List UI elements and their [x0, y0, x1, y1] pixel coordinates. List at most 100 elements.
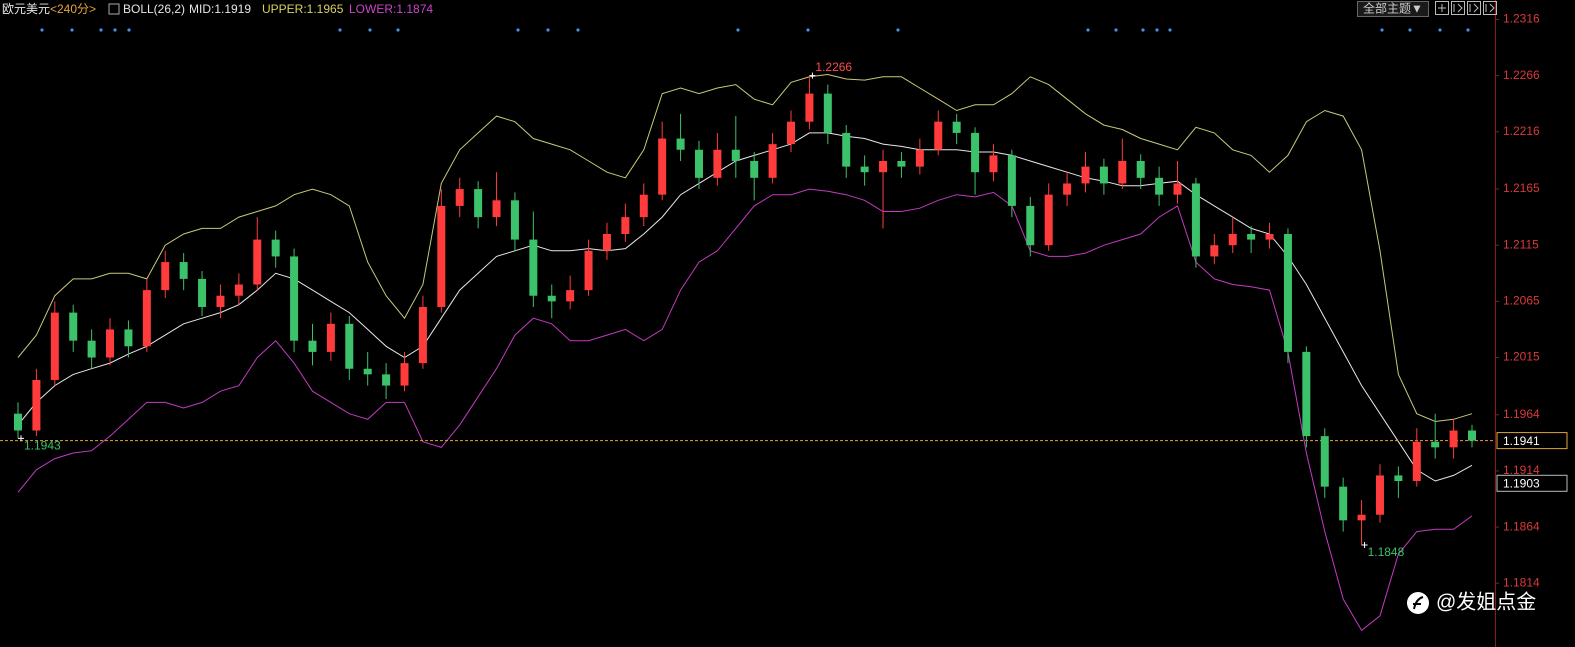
- candle-body: [842, 132, 851, 167]
- candle-body: [1155, 177, 1164, 195]
- candle-body: [271, 239, 280, 257]
- band-line: [17, 73, 1473, 423]
- candle-body: [658, 138, 667, 195]
- event-dot: [1466, 28, 1470, 32]
- candle-body: [1099, 166, 1108, 184]
- y-tick-label: 1.2065: [1503, 294, 1540, 308]
- candle-body: [805, 93, 814, 122]
- candle-body: [860, 166, 869, 173]
- toolbar-icon[interactable]: [1435, 1, 1449, 15]
- toolbar-icon[interactable]: [1451, 1, 1465, 15]
- candle-body: [676, 138, 685, 150]
- candle-body: [437, 205, 446, 307]
- upper-label: UPPER:1.1965: [262, 2, 344, 16]
- mid-label: MID:1.1919: [189, 2, 251, 16]
- marker-price-label: 1.1903: [1503, 476, 1540, 490]
- candle-body: [1191, 183, 1200, 257]
- candle-body: [1320, 436, 1329, 487]
- candle-body: [566, 290, 575, 302]
- instrument-title: 欧元美元: [2, 2, 50, 16]
- y-tick-label: 1.1964: [1503, 407, 1540, 421]
- event-dot: [113, 28, 117, 32]
- event-dot: [338, 28, 342, 32]
- candle-body: [363, 368, 372, 375]
- candle-body: [1228, 233, 1237, 246]
- event-dot: [1086, 28, 1090, 32]
- candle-body: [879, 160, 888, 173]
- candle-body: [1063, 183, 1072, 195]
- candle-body: [1468, 430, 1476, 441]
- candle-body: [1081, 166, 1090, 184]
- candle-body: [290, 256, 299, 341]
- event-dot: [546, 28, 550, 32]
- watermark: @发姐点金: [1436, 590, 1536, 613]
- candle-body: [1173, 183, 1182, 195]
- event-dot: [368, 28, 372, 32]
- candle-body: [1265, 233, 1274, 240]
- candle-body: [1339, 486, 1348, 521]
- event-dot: [516, 28, 520, 32]
- candle-body: [510, 200, 519, 240]
- candle-body: [142, 290, 151, 347]
- toolbar-icon[interactable]: [1483, 1, 1497, 15]
- candle-body: [50, 312, 59, 380]
- candle-body: [14, 413, 22, 431]
- candle-body: [787, 121, 796, 145]
- candle-body: [768, 144, 777, 178]
- candle-body: [418, 306, 427, 364]
- event-dot: [896, 28, 900, 32]
- event-dot: [1155, 28, 1159, 32]
- candle-body: [915, 149, 924, 167]
- toolbar-icon[interactable]: [1467, 1, 1481, 15]
- candle-body: [69, 312, 78, 341]
- candle-body: [326, 323, 335, 352]
- candle-body: [934, 121, 943, 150]
- candle-body: [234, 284, 243, 296]
- extreme-label: 1.2266: [815, 60, 852, 74]
- candle-body: [694, 149, 703, 178]
- candle-body: [400, 363, 409, 386]
- event-dot: [127, 28, 131, 32]
- candle-body: [179, 262, 188, 279]
- y-tick-label: 1.2266: [1503, 68, 1540, 82]
- candle-body: [1118, 160, 1127, 184]
- event-dot: [1408, 28, 1412, 32]
- candle-body: [602, 233, 611, 251]
- event-dot: [576, 28, 580, 32]
- indicator-icon[interactable]: [108, 3, 120, 15]
- event-dot: [70, 28, 74, 32]
- lower-label: LOWER:1.1874: [349, 2, 433, 16]
- candle-body: [492, 200, 501, 218]
- candle-body: [106, 329, 115, 358]
- candle-body: [1302, 351, 1311, 437]
- event-dot: [736, 28, 740, 32]
- candle-body: [1044, 194, 1053, 246]
- candle-body: [971, 132, 980, 173]
- event-dot: [1168, 28, 1172, 32]
- marker-price-box: [1496, 474, 1568, 492]
- candle-body: [621, 217, 630, 234]
- event-dot: [1141, 28, 1145, 32]
- event-dot: [1438, 28, 1442, 32]
- candle-body: [253, 239, 262, 285]
- candle-body: [1357, 514, 1366, 521]
- event-dot: [806, 28, 810, 32]
- candle-body: [216, 295, 225, 307]
- candle-body: [731, 149, 740, 161]
- y-tick-label: 1.1914: [1503, 463, 1540, 477]
- candle-body: [382, 374, 391, 386]
- y-tick-label: 1.2165: [1503, 181, 1540, 195]
- candle-body: [32, 379, 41, 431]
- candle-body: [1431, 441, 1440, 448]
- candle-body: [1007, 155, 1016, 206]
- candle-body: [713, 149, 722, 178]
- candle-body: [897, 160, 906, 167]
- candle-body: [584, 250, 593, 291]
- candle-body: [345, 323, 354, 369]
- theme-button[interactable]: [1357, 1, 1429, 17]
- last-price-label: 1.1941: [1503, 434, 1540, 448]
- candle-body: [750, 160, 759, 178]
- candle-body: [161, 262, 170, 291]
- toolbar-icons: [1435, 1, 1497, 15]
